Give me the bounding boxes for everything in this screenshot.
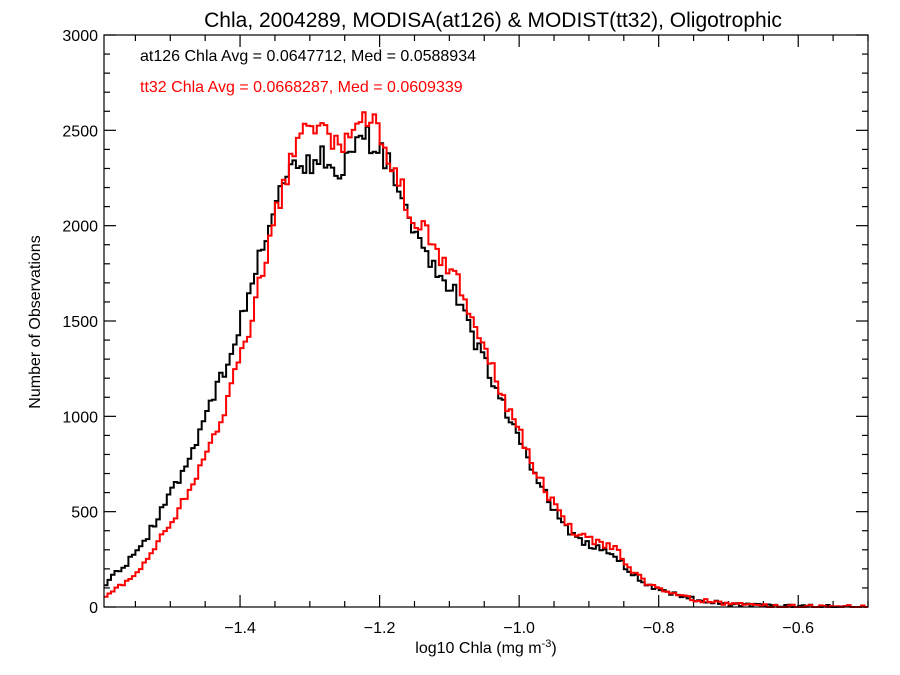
y-tick-label: 2000 (62, 219, 98, 236)
annotation-at126-stats: at126 Chla Avg = 0.0647712, Med = 0.0588… (140, 48, 476, 65)
y-tick-label: 1500 (62, 314, 98, 331)
series-at126-line (104, 125, 868, 608)
x-tick-label: −1.2 (364, 620, 396, 637)
x-axis: −1.4 −1.2 −1.0 −0.8 −0.6 (134, 35, 869, 637)
x-tick-label: −1.4 (224, 620, 256, 637)
x-tick-label: −0.6 (782, 620, 814, 637)
y-tick-label: 3000 (62, 28, 98, 45)
x-axis-label-main: log10 Chla (mg m (415, 640, 541, 657)
y-tick-label: 0 (89, 600, 98, 617)
series-layer (104, 111, 868, 608)
annotation-tt32-stats: tt32 Chla Avg = 0.0668287, Med = 0.06093… (140, 79, 463, 96)
chart-title: Chla, 2004289, MODISA(at126) & MODIST(tt… (204, 9, 782, 32)
series-tt32-line (104, 111, 868, 608)
x-axis-label-end: ) (551, 640, 556, 657)
y-axis: 0 500 1000 1500 2000 2500 3000 (62, 28, 868, 617)
plot-frame (103, 34, 869, 608)
y-tick-label: 1000 (62, 409, 98, 426)
x-tick-label: −0.8 (643, 620, 675, 637)
x-axis-label-sup: -3 (542, 638, 552, 650)
y-axis-label: Number of Observations (27, 235, 44, 408)
y-tick-label: 500 (71, 505, 98, 522)
x-tick-label: −1.0 (503, 620, 535, 637)
x-axis-label: log10 Chla (mg m-3) (415, 638, 556, 657)
y-tick-label: 2500 (62, 123, 98, 140)
